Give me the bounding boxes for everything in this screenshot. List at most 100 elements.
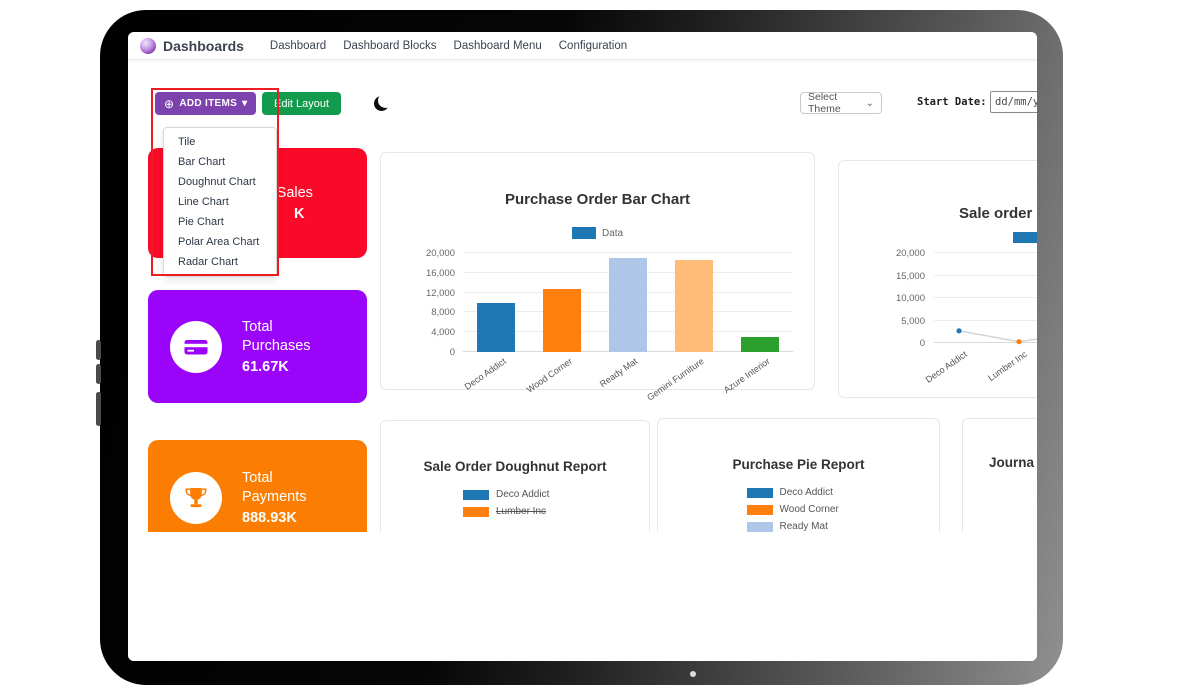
bar-y-tick-label: 12,000	[425, 287, 455, 299]
legend-swatch	[746, 487, 773, 498]
line-y-tick-label: 10,000	[895, 293, 925, 304]
navbar-menu: Dashboard Dashboard Blocks Dashboard Menu C…	[270, 40, 644, 52]
doughnut-legend: Deco Addict Lumber Inc	[381, 489, 649, 517]
bar-x-tick-label: Wood Corner	[524, 356, 574, 395]
dark-mode-moon-icon[interactable]	[378, 93, 393, 108]
legend-label: Lumber Inc	[496, 506, 547, 517]
line-y-tick-label: 15,000	[895, 270, 925, 282]
menu-item-pie-chart[interactable]: Pie Chart	[178, 216, 224, 228]
top-navbar: Dashboards Dashboard Dashboard Blocks Dash…	[128, 32, 1037, 60]
menu-item-line-chart[interactable]: Line Chart	[178, 196, 229, 208]
sale-line-chart-card: Sale order 0 5,000 10,000 15,000 20,000 Deco …	[838, 160, 1037, 398]
bar-chart-legend[interactable]: Data	[381, 227, 814, 239]
bar-y-tick-label: 4,000	[431, 327, 455, 339]
bar-x-tick-label: Azure Interior	[721, 356, 772, 396]
bar-x-tick-label: Ready Mat	[598, 356, 640, 390]
line-y-tick-label: 20,000	[895, 248, 925, 259]
theme-select[interactable]: Select Theme ⌄	[800, 91, 882, 115]
bar-y-tick-label: 16,000	[425, 267, 455, 279]
legend-swatch	[746, 504, 773, 515]
tablet-frame: Dashboards Dashboard Dashboard Blocks Dash…	[96, 10, 1063, 685]
add-items-button[interactable]: ⊕ ADD ITEMS ▾	[155, 92, 257, 115]
legend-item-wood-corner[interactable]: Wood Corner	[746, 504, 851, 515]
content-fold	[128, 532, 1037, 661]
bar-gemini-furniture	[675, 260, 713, 352]
bar-x-tick-label: Gemini Furniture	[645, 356, 706, 403]
caret-down-icon: ▾	[242, 98, 248, 109]
legend-item-lumber-inc[interactable]: Lumber Inc	[463, 506, 567, 517]
chevron-down-icon: ⌄	[865, 97, 874, 109]
legend-item-deco-addict[interactable]: Deco Addict	[746, 487, 851, 498]
theme-select-value: Select Theme	[808, 91, 841, 115]
journal-title: Journa	[989, 455, 1035, 470]
bar-legend-swatch	[571, 227, 596, 239]
line-gridline	[934, 274, 1037, 276]
nav-item-dashboard-menu[interactable]: Dashboard Menu	[453, 39, 542, 52]
tile-text: Total Payments 888.93K	[242, 469, 330, 526]
tile-total-purchases[interactable]: Total Purchases 61.67K	[148, 290, 367, 403]
app-title: Dashboards	[163, 37, 244, 54]
menu-item-polar-area-chart[interactable]: Polar Area Chart	[178, 236, 260, 248]
line-gridline	[934, 319, 1037, 321]
bar-deco-addict	[477, 302, 515, 352]
menu-item-bar-chart[interactable]: Bar Chart	[178, 156, 226, 168]
bar-legend-label: Data	[601, 227, 624, 239]
nav-item-configuration[interactable]: Configuration	[558, 39, 628, 52]
tile-text: Total Purchases 61.67K	[242, 318, 330, 375]
start-date-label: Start Date:	[917, 96, 987, 108]
tablet-home-dot	[690, 671, 696, 677]
bar-plot	[463, 252, 793, 352]
bar-wood-corner	[543, 288, 581, 352]
line-chart-title: Sale order	[959, 205, 1033, 222]
legend-label: Ready Mat	[779, 521, 828, 532]
legend-label: Wood Corner	[779, 504, 839, 515]
bar-chart-title: Purchase Order Bar Chart	[504, 191, 691, 208]
nav-item-dashboard[interactable]: Dashboard	[269, 39, 327, 52]
menu-item-radar-chart[interactable]: Radar Chart	[178, 256, 238, 268]
line-legend-swatch[interactable]	[1013, 232, 1037, 243]
tile-title: Total Payments	[242, 470, 307, 505]
bar-x-tick-label: Deco Addict	[462, 356, 508, 392]
bar-y-tick-label: 20,000	[425, 248, 455, 259]
app-screen: Dashboards Dashboard Dashboard Blocks Dash…	[128, 32, 1037, 661]
line-gridline	[934, 252, 1037, 253]
edit-layout-button[interactable]: Edit Layout	[262, 92, 342, 115]
legend-label: Deco Addict	[496, 489, 550, 500]
purchase-bar-chart-card: Purchase Order Bar Chart Data 0 4,000 8,00…	[380, 152, 815, 403]
start-date-input[interactable]	[990, 91, 1037, 113]
add-items-menu: Tile Bar Chart Doughnut Chart Line Chart Pie…	[163, 127, 277, 277]
bar-y-tick-label: 0	[449, 347, 455, 358]
nav-item-dashboard-blocks[interactable]: Dashboard Blocks	[343, 39, 437, 52]
tablet-power-button	[96, 392, 101, 426]
menu-item-tile[interactable]: Tile	[178, 136, 196, 148]
menu-item-doughnut-chart[interactable]: Doughnut Chart	[178, 176, 256, 188]
tile-value: K	[294, 206, 305, 222]
legend-swatch	[746, 521, 773, 532]
line-gridline	[934, 342, 1037, 343]
tile-value: 61.67K	[242, 359, 289, 375]
legend-swatch	[463, 489, 489, 500]
pie-title: Purchase Pie Report	[732, 457, 865, 472]
line-x-tick-label: Deco Addict	[923, 349, 969, 385]
line-y-tick-label: 0	[919, 338, 925, 349]
legend-item-ready-mat[interactable]: Ready Mat	[746, 521, 851, 532]
line-x-tick-label: Lumber Inc	[986, 349, 1029, 384]
tablet-volume-up-button	[96, 340, 101, 360]
bar-azure-interior	[741, 337, 779, 352]
credit-card-icon	[170, 320, 222, 373]
line-series	[934, 253, 1037, 345]
line-plot	[934, 252, 1037, 345]
app-logo-icon[interactable]	[140, 37, 156, 54]
bar-y-tick-label: 8,000	[431, 307, 455, 319]
line-y-tick-label: 5,000	[901, 315, 925, 327]
bar-ready-mat	[609, 258, 647, 352]
legend-label: Deco Addict	[779, 487, 833, 498]
legend-swatch	[463, 506, 489, 517]
tile-value: 888.93K	[242, 510, 297, 526]
doughnut-title: Sale Order Doughnut Report	[423, 459, 607, 474]
pie-legend: Deco Addict Wood Corner Ready Mat	[658, 487, 939, 532]
plus-circle-icon: ⊕	[164, 96, 175, 111]
legend-item-deco-addict[interactable]: Deco Addict	[463, 489, 567, 500]
tile-title: Total Purchases	[242, 319, 311, 354]
